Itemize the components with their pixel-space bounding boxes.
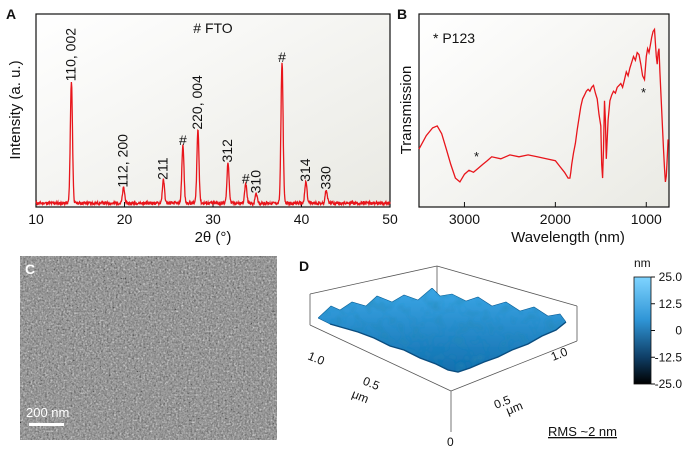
- panel-b-letter: B: [397, 6, 407, 22]
- panel-a-xtick-label: 20: [117, 211, 133, 227]
- panel-a-xtick-label: 40: [294, 211, 310, 227]
- peak-label: #: [179, 132, 187, 148]
- ftir-trace: [418, 27, 669, 183]
- peak-label: #: [278, 49, 286, 65]
- colorbar-tick-label: -12.5: [655, 350, 683, 364]
- panel-c-letter: C: [25, 261, 35, 277]
- peak-label: 211: [154, 157, 170, 180]
- sem-image-texture: [20, 256, 277, 440]
- peak-label: 312: [219, 139, 235, 163]
- panel-d-letter: D: [299, 258, 309, 274]
- colorbar: [633, 276, 652, 385]
- panel-b-x-axis: 3000 2000 1000: [449, 202, 662, 227]
- scale-bar-label: 200 nm: [26, 405, 69, 420]
- peak-label: 112, 200: [115, 134, 131, 188]
- panel-a-xtick-label: 50: [382, 211, 398, 227]
- peak-label: #: [242, 171, 250, 187]
- panel-a-xlabel: 2θ (°): [195, 229, 232, 246]
- peak-label: 110, 002: [62, 28, 78, 82]
- peak-label: 310: [247, 170, 263, 194]
- xrd-trace: [35, 62, 391, 208]
- colorbar-ticks: 25.0 12.5 0 -12.5 -25.0: [651, 270, 682, 391]
- panel-b-xtick-label: 3000: [449, 211, 480, 227]
- panel-b-ylabel: Transmission: [398, 66, 415, 155]
- colorbar-tick-label: 12.5: [659, 297, 683, 311]
- panel-b-xlabel: Wavelength (nm): [511, 229, 625, 246]
- colorbar-tick-label: 25.0: [659, 270, 683, 284]
- panel-b-plot-frame: [418, 13, 670, 208]
- panel-a-legend: # FTO: [193, 20, 233, 36]
- colorbar-tick-label: -25.0: [655, 377, 683, 391]
- peak-label: 220, 004: [189, 75, 205, 130]
- afm-left-tick-1: 1.0: [306, 349, 327, 368]
- panel-b-xtick-label: 1000: [631, 211, 662, 227]
- panel-b: B * P123 Transmission Wavelength (nm) 30…: [397, 6, 670, 246]
- p123-marker-2: *: [641, 85, 646, 100]
- panel-a-xtick-label: 30: [205, 211, 221, 227]
- afm-right-tick-1: 1.0: [549, 344, 570, 363]
- panel-a: A # FTO Intensity (a. u.) 2θ (°) 10 20 30 4…: [6, 6, 398, 246]
- panel-b-legend: * P123: [433, 30, 475, 46]
- panel-a-x-axis: 10 20 30 40 50: [28, 202, 398, 227]
- peak-label: 314: [297, 158, 313, 182]
- afm-right-tick-2: 0.5: [492, 392, 513, 411]
- afm-left-tick-2: 0.5: [361, 374, 382, 393]
- panel-a-letter: A: [6, 6, 16, 22]
- afm-left-tick-3: 0: [447, 435, 454, 449]
- afm-surface-edge: [329, 321, 567, 373]
- peak-label: 330: [317, 166, 333, 190]
- scale-bar: [29, 423, 64, 426]
- panel-a-ylabel: Intensity (a. u.): [7, 60, 24, 159]
- afm-left-unit: μm: [350, 387, 371, 406]
- panel-a-plot-frame: [35, 13, 391, 208]
- panel-a-xtick-label: 10: [28, 211, 44, 227]
- colorbar-tick-label: 0: [675, 324, 682, 338]
- panel-d: D 1.0 0.5 μm 0 0.5 μm 1.0 RMS ~2 nm nm 2…: [299, 256, 682, 449]
- colorbar-unit: nm: [634, 256, 651, 270]
- rms-label: RMS ~2 nm: [548, 424, 617, 439]
- panel-b-xtick-label: 2000: [540, 211, 571, 227]
- p123-marker-1: *: [474, 149, 479, 164]
- panel-c: C 200 nm: [20, 256, 277, 440]
- afm-right-unit: μm: [504, 398, 525, 417]
- afm-surface: [317, 287, 567, 373]
